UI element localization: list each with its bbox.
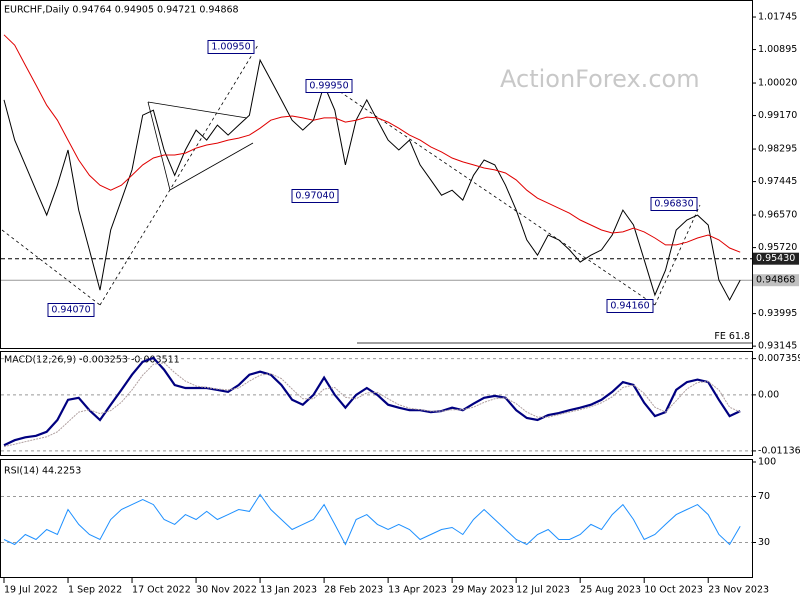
level-label: 0.94868 bbox=[756, 275, 795, 286]
wave-line bbox=[654, 204, 701, 306]
series-line bbox=[3, 362, 741, 448]
macd-panel bbox=[0, 351, 753, 456]
y-tick-label: 0.93995 bbox=[758, 308, 797, 319]
y-tick-label: 30 bbox=[758, 537, 770, 548]
annotation-box bbox=[207, 40, 255, 54]
y-tick-label: 0.96570 bbox=[758, 210, 797, 221]
y-tick-label: 0.97445 bbox=[758, 176, 797, 187]
fe-label: FE 61.8 bbox=[714, 331, 750, 342]
y-tick-label: 0.99170 bbox=[758, 110, 797, 121]
y-tick-label: 0.95720 bbox=[758, 242, 797, 253]
y-tick-label: 1.00895 bbox=[758, 44, 797, 55]
y-tick-label: 0.93145 bbox=[758, 341, 797, 352]
x-tick-label: 19 Jul 2022 bbox=[4, 585, 58, 596]
annotation: 0.94160 bbox=[610, 301, 649, 312]
annotation: 0.99950 bbox=[309, 81, 348, 92]
panel-title: EURCHF,Daily 0.94764 0.94905 0.94721 0.9… bbox=[4, 5, 239, 16]
price-panel bbox=[0, 0, 753, 349]
x-tick-label: 23 Nov 2023 bbox=[708, 585, 769, 596]
trend-drawings bbox=[1, 44, 752, 344]
watermark: ActionForex.com bbox=[500, 65, 700, 93]
y-tick-label: 70 bbox=[758, 491, 770, 502]
level-label-box bbox=[753, 252, 799, 265]
x-tick-label: 28 Feb 2023 bbox=[324, 585, 383, 596]
series-line bbox=[3, 34, 741, 253]
x-tick-label: 13 Apr 2023 bbox=[388, 585, 447, 596]
y-tick-label: 0.00 bbox=[758, 389, 779, 400]
annotation: 0.97040 bbox=[295, 191, 334, 202]
triangle-side bbox=[147, 101, 248, 119]
y-tick-label: 100 bbox=[758, 457, 776, 468]
x-tick-label: 13 Jan 2023 bbox=[260, 585, 317, 596]
annotation: 0.94070 bbox=[51, 305, 90, 316]
panel-title: RSI(14) 44.2253 bbox=[4, 466, 81, 477]
series-line bbox=[3, 493, 741, 546]
y-tick-label: -0.011369 bbox=[758, 445, 800, 456]
annotation: 1.00950 bbox=[211, 42, 250, 53]
annotation-box bbox=[606, 299, 654, 313]
x-tick-label: 10 Oct 2023 bbox=[644, 585, 703, 596]
x-tick-label: 30 Nov 2022 bbox=[196, 585, 257, 596]
y-tick-label: 0.98295 bbox=[758, 144, 797, 155]
x-tick-label: 1 Sep 2022 bbox=[68, 585, 122, 596]
panel-title: MACD(12,26,9) -0.003253 -0.003511 bbox=[4, 355, 180, 366]
x-tick-label: 17 Oct 2022 bbox=[132, 585, 191, 596]
triangle-side bbox=[169, 142, 254, 191]
annotation-box bbox=[305, 79, 353, 93]
rsi-panel bbox=[0, 459, 753, 578]
annotation-box bbox=[47, 303, 95, 317]
series-line bbox=[3, 356, 741, 447]
y-tick-label: 1.01745 bbox=[758, 12, 797, 23]
x-tick-label: 25 Aug 2023 bbox=[580, 585, 641, 596]
x-tick-label: 29 May 2023 bbox=[452, 585, 514, 596]
y-tick-label: 1.00020 bbox=[758, 78, 797, 89]
wave-line bbox=[1, 229, 101, 306]
annotation-box bbox=[650, 197, 698, 211]
level-label: 0.95430 bbox=[756, 253, 795, 264]
annotation: 0.96830 bbox=[654, 199, 693, 210]
annotation-box bbox=[291, 189, 339, 203]
triangle-side bbox=[147, 101, 171, 191]
level-label-box bbox=[753, 274, 799, 287]
y-tick-label: 0.007359 bbox=[758, 353, 800, 364]
wave-line bbox=[99, 44, 259, 306]
series-line bbox=[3, 58, 741, 302]
x-tick-label: 12 Jul 2023 bbox=[516, 585, 570, 596]
